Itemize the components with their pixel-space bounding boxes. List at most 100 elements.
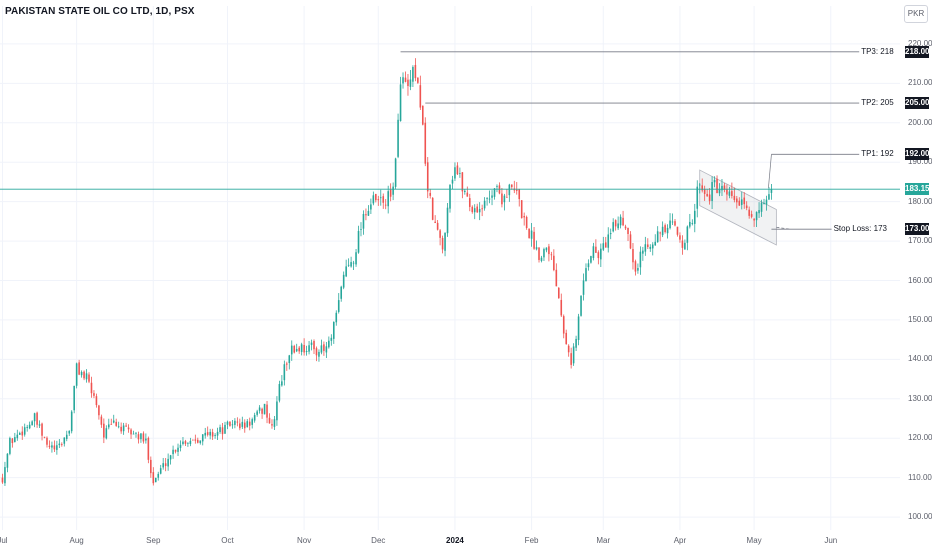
candle-body <box>651 244 654 249</box>
y-tick-label: 150.00 <box>908 314 932 324</box>
candle-body <box>93 393 95 396</box>
candle-body <box>721 185 723 191</box>
candle-body <box>543 249 545 258</box>
candle-body <box>389 189 392 197</box>
candle-body <box>520 200 523 219</box>
candle-body <box>716 178 718 194</box>
candle-body <box>243 422 246 429</box>
candle-body <box>540 257 543 261</box>
candle-body <box>281 381 283 386</box>
candle-body <box>157 473 160 478</box>
candle-body <box>515 189 518 191</box>
candle-body <box>525 216 528 228</box>
candle-body <box>256 411 258 415</box>
candle-body <box>604 242 607 248</box>
candle-body <box>187 442 189 444</box>
candle-body <box>159 468 162 474</box>
x-tick-label: Feb <box>524 536 539 545</box>
candle-body <box>476 206 478 213</box>
candle-body <box>713 179 716 183</box>
candle-body <box>239 423 241 429</box>
candle-body <box>328 340 330 348</box>
candle-body <box>58 443 61 446</box>
level-price-badge: 205.00 <box>905 97 930 110</box>
candle-body <box>503 195 506 203</box>
x-tick-label: Nov <box>296 536 312 545</box>
candle-body <box>342 274 345 288</box>
candle-body <box>11 438 14 444</box>
candle-body <box>555 269 558 287</box>
candle-body <box>409 79 412 87</box>
candle-body <box>278 384 281 401</box>
candle-body <box>70 411 73 432</box>
candle-body <box>570 353 572 365</box>
candle-body <box>90 382 93 394</box>
candle-body <box>362 213 365 229</box>
candle-body <box>112 420 115 423</box>
candle-body <box>726 189 728 195</box>
candle-body <box>330 337 333 341</box>
candle-body <box>192 439 194 441</box>
candle-body <box>669 220 671 229</box>
level-price-badge: 218.00 <box>905 45 930 58</box>
y-tick-label: 220.00 <box>908 38 932 48</box>
candle-body <box>637 268 639 271</box>
chart-title: PAKISTAN STATE OIL CO LTD, 1D, PSX <box>5 6 195 17</box>
candle-body <box>718 189 721 194</box>
candle-body <box>63 437 66 444</box>
candle-body <box>703 189 706 194</box>
y-tick-label: 180.00 <box>908 196 932 206</box>
candle-body <box>234 420 236 425</box>
candle-body <box>162 463 164 468</box>
candle-body <box>43 436 46 438</box>
candle-body <box>135 432 137 434</box>
candle-body <box>273 419 276 427</box>
candle-body <box>760 202 763 212</box>
candle-body <box>48 445 51 447</box>
candle-body <box>6 453 9 468</box>
candle-body <box>137 434 140 440</box>
candle-body <box>169 455 172 460</box>
candle-body <box>580 295 582 316</box>
candle-body <box>271 424 273 426</box>
candle-body <box>770 189 773 193</box>
y-tick-label: 110.00 <box>908 472 932 482</box>
candle-body <box>765 199 768 205</box>
candle-body <box>609 233 612 235</box>
candle-body <box>392 186 394 195</box>
candle-body <box>575 338 577 348</box>
candle-body <box>85 373 88 380</box>
y-tick-label: 170.00 <box>908 236 932 246</box>
candle-body <box>18 433 21 435</box>
candle-body <box>179 444 182 448</box>
candle-body <box>471 206 474 213</box>
candle-body <box>656 231 659 243</box>
candle-body <box>600 248 602 260</box>
candle-body <box>379 197 382 199</box>
candle-body <box>617 223 619 229</box>
chart-grid <box>0 6 900 530</box>
candle-body <box>647 244 649 247</box>
candle-body <box>399 84 402 122</box>
candle-body <box>565 332 568 345</box>
candle-body <box>83 371 85 379</box>
candle-body <box>533 231 535 249</box>
candle-body <box>206 432 209 435</box>
candle-body <box>706 193 708 197</box>
candle-body <box>355 252 357 265</box>
candle-body <box>26 426 28 428</box>
candle-body <box>740 199 743 205</box>
candle-body <box>251 419 253 425</box>
candle-body <box>748 209 750 216</box>
candle-body <box>444 232 446 251</box>
candle-body <box>585 268 587 282</box>
candle-body <box>676 226 679 235</box>
candle-body <box>122 425 125 432</box>
candle-body <box>679 235 681 240</box>
currency-button[interactable]: PKR <box>904 5 928 23</box>
candle-body <box>147 437 150 460</box>
candle-body <box>352 262 355 264</box>
candle-body <box>290 345 293 355</box>
candle-body <box>197 439 199 443</box>
